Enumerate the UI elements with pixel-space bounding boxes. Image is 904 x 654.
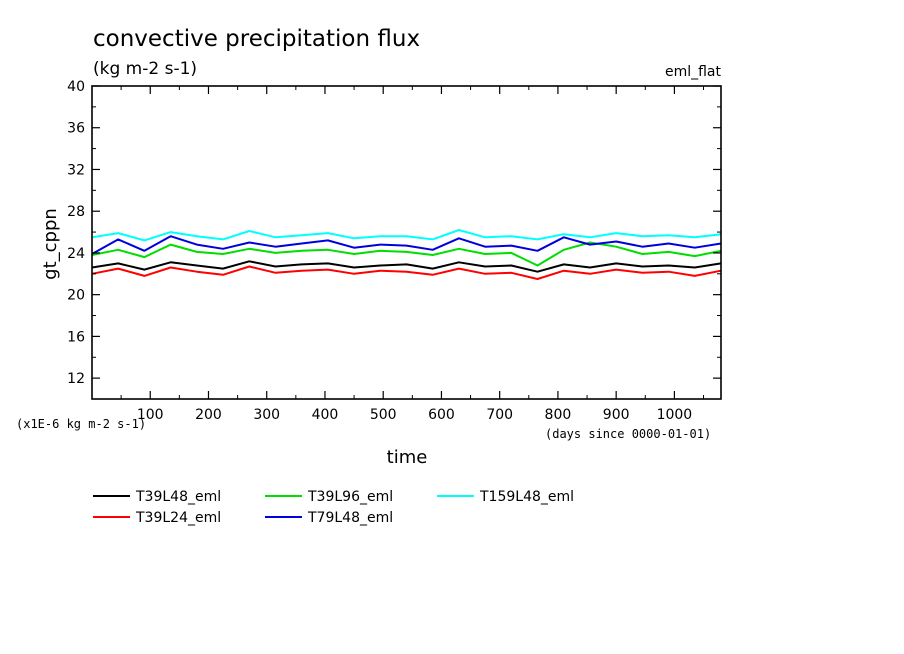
chart-tag: eml_flat [665,64,722,80]
legend-label: T159L48_eml [479,489,574,505]
x-tick-label: 200 [195,407,222,423]
y-tick-label: 24 [67,246,85,262]
series-line-2 [91,241,722,267]
x-tick-label: 1000 [657,407,693,423]
chart-subtitle: (kg m-2 s-1) [93,59,197,79]
legend-label: T39L24_eml [135,510,221,526]
x-tick-label: 100 [137,407,164,423]
x-tick-label: 500 [370,407,397,423]
x-axis-label: time [387,447,428,468]
y-tick-label: 12 [67,371,85,387]
legend-label: T39L48_eml [135,489,221,505]
series-line-4 [91,229,722,242]
y-tick-label: 32 [67,162,85,178]
y-tick-label: 28 [67,204,85,220]
y-tick-label: 40 [67,79,85,95]
chart-title: convective precipitation flux [93,26,420,52]
legend-label: T79L48_eml [307,510,393,526]
y-scale-note: (x1E-6 kg m-2 s-1) [16,417,146,431]
y-tick-label: 20 [67,288,85,304]
plot-series-group [91,229,722,280]
x-tick-label: 900 [603,407,630,423]
legend: T39L48_eml T39L24_eml T39L96_eml T79L48_eml… [93,489,574,526]
x-unit-note: (days since 0000-01-01) [545,427,711,441]
y-tick-label: 36 [67,121,85,137]
plot-frame [91,85,722,400]
series-line-3 [91,235,722,255]
x-tick-label: 700 [486,407,513,423]
series-line-1 [91,265,722,280]
x-tick-label: 400 [312,407,339,423]
y-axis-label: gt_cppn [40,208,61,280]
x-tick-label: 800 [545,407,572,423]
x-tick-label: 300 [253,407,280,423]
axis-ticks-group: 12 16 20 24 28 32 36 40 100 200 300 400 500 600 700 800… [67,79,721,423]
series-line-0 [91,260,722,273]
y-tick-label: 16 [67,329,85,345]
x-tick-label: 600 [428,407,455,423]
legend-label: T39L96_eml [307,489,393,505]
